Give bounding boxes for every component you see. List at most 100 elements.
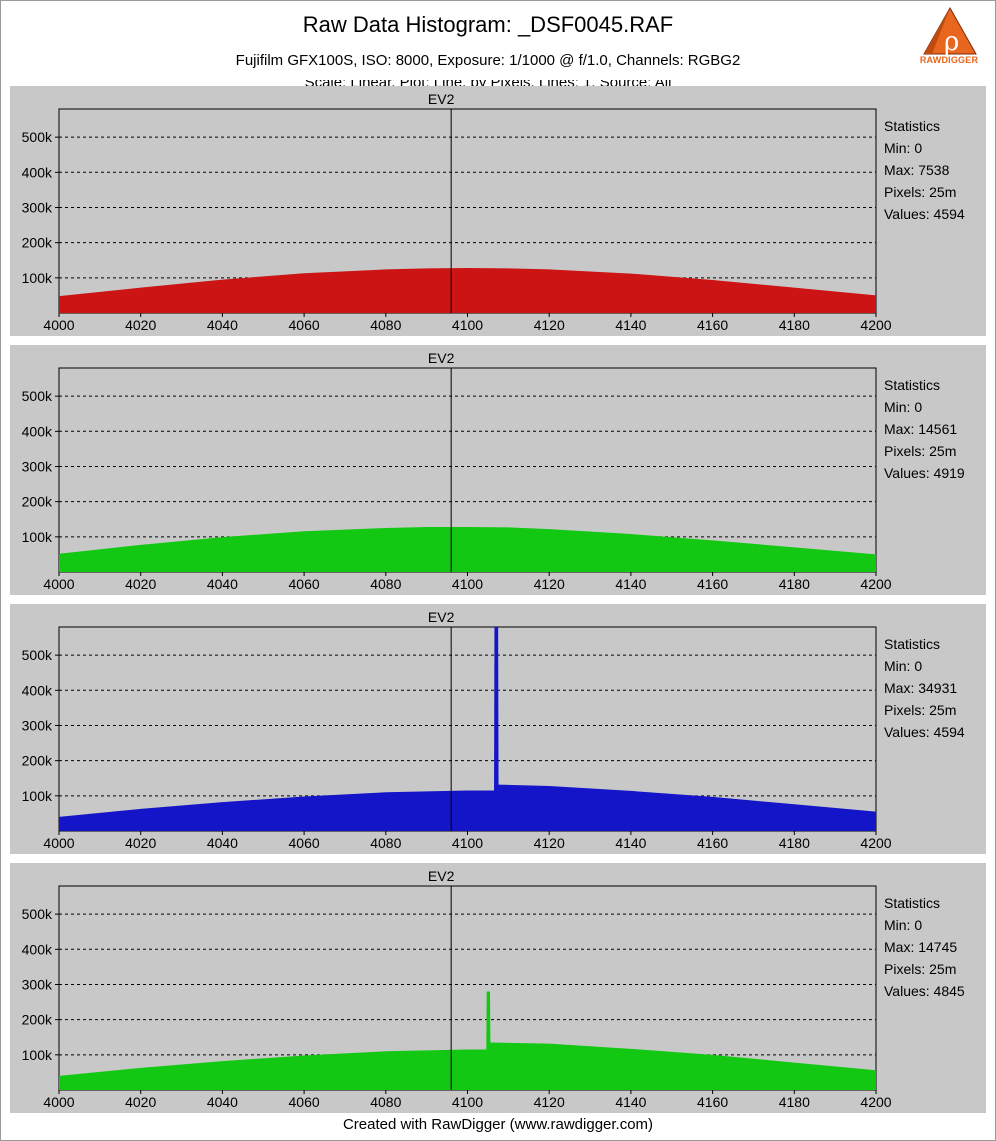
stats-line: Max: 14745 <box>884 939 957 955</box>
x-tick-label: 4020 <box>125 317 156 333</box>
y-tick-label: 500k <box>22 647 53 663</box>
x-tick-label: 4000 <box>43 1094 74 1110</box>
x-tick-label: 4060 <box>289 1094 320 1110</box>
stats-line: Values: 4919 <box>884 465 965 481</box>
x-tick-label: 4060 <box>289 835 320 851</box>
y-tick-label: 400k <box>22 423 53 439</box>
stats-line: Min: 0 <box>884 917 922 933</box>
logo-mark-icon: ρ <box>923 6 977 57</box>
ev-marker-label: EV2 <box>428 350 455 366</box>
x-tick-label: 4080 <box>370 1094 401 1110</box>
x-tick-label: 4100 <box>452 576 483 592</box>
stats-line: Max: 14561 <box>884 421 957 437</box>
x-tick-label: 4100 <box>452 317 483 333</box>
x-tick-label: 4000 <box>43 576 74 592</box>
x-tick-label: 4200 <box>860 576 891 592</box>
stats-heading: Statistics <box>884 377 940 393</box>
histogram-panel-b: 100k 200k 300k 400k 500k EV2 4000 4020 4040 4060 4… <box>10 604 986 854</box>
x-tick-label: 4180 <box>779 576 810 592</box>
x-tick-label: 4120 <box>534 1094 565 1110</box>
histogram-area-g2 <box>59 991 876 1090</box>
x-tick-label: 4160 <box>697 317 728 333</box>
x-tick-label: 4060 <box>289 317 320 333</box>
x-tick-label: 4040 <box>207 835 238 851</box>
x-tick-label: 4080 <box>370 317 401 333</box>
histogram-area-b <box>59 627 876 831</box>
stats-line: Min: 0 <box>884 399 922 415</box>
y-tick-label: 300k <box>22 976 53 992</box>
scale-info-clipped: Scale: Linear, Plot: Line, by Pixels, Li… <box>0 80 976 89</box>
x-tick-label: 4020 <box>125 1094 156 1110</box>
footer-credit: Created with RawDigger (www.rawdigger.co… <box>342 1116 654 1133</box>
y-tick-label: 300k <box>22 717 53 733</box>
ev-marker-label: EV2 <box>428 609 455 625</box>
x-tick-label: 4140 <box>615 576 646 592</box>
stats-heading: Statistics <box>884 118 940 134</box>
stats-line: Values: 4594 <box>884 724 965 740</box>
y-tick-label: 100k <box>22 529 53 545</box>
histogram-area-r <box>59 267 876 313</box>
x-tick-label: 4160 <box>697 576 728 592</box>
histogram-panel-g2: 100k 200k 300k 400k 500k EV2 4000 4020 4040 4060 4… <box>10 863 986 1113</box>
x-tick-label: 4040 <box>207 576 238 592</box>
histogram-panel-r: 100k 200k 300k 400k 500k EV2 4000 4020 4040 4060 4… <box>10 86 986 336</box>
x-tick-label: 4020 <box>125 835 156 851</box>
y-tick-label: 400k <box>22 941 53 957</box>
x-tick-label: 4200 <box>860 317 891 333</box>
x-tick-label: 4160 <box>697 835 728 851</box>
stats-line: Max: 7538 <box>884 162 950 178</box>
x-tick-label: 4000 <box>43 317 74 333</box>
x-tick-label: 4000 <box>43 835 74 851</box>
x-tick-label: 4200 <box>860 1094 891 1110</box>
stats-line: Min: 0 <box>884 658 922 674</box>
stats-line: Pixels: 25m <box>884 443 956 459</box>
stats-line: Pixels: 25m <box>884 184 956 200</box>
stats-line: Pixels: 25m <box>884 961 956 977</box>
x-tick-label: 4100 <box>452 835 483 851</box>
x-tick-label: 4180 <box>779 317 810 333</box>
y-tick-label: 400k <box>22 682 53 698</box>
x-tick-label: 4200 <box>860 835 891 851</box>
y-tick-label: 500k <box>22 388 53 404</box>
x-tick-label: 4140 <box>615 1094 646 1110</box>
stats-heading: Statistics <box>884 895 940 911</box>
camera-info: Fujifilm GFX100S, ISO: 8000, Exposure: 1… <box>235 52 741 69</box>
stats-line: Pixels: 25m <box>884 702 956 718</box>
x-tick-label: 4180 <box>779 835 810 851</box>
rawdigger-logo: ρ RAWDIGGER <box>914 6 984 72</box>
y-tick-label: 300k <box>22 199 53 215</box>
x-tick-label: 4120 <box>534 576 565 592</box>
y-tick-label: 300k <box>22 458 53 474</box>
x-tick-label: 4020 <box>125 576 156 592</box>
x-tick-label: 4120 <box>534 317 565 333</box>
stats-line: Values: 4594 <box>884 206 965 222</box>
x-tick-label: 4140 <box>615 835 646 851</box>
y-tick-label: 400k <box>22 164 53 180</box>
logo-text: RAWDIGGER <box>919 55 979 65</box>
histogram-panel-g: 100k 200k 300k 400k 500k EV2 4000 4020 4040 4060 4… <box>10 345 986 595</box>
ev-marker-label: EV2 <box>428 868 455 884</box>
stats-line: Max: 34931 <box>884 680 957 696</box>
y-tick-label: 100k <box>22 788 53 804</box>
stats-heading: Statistics <box>884 636 940 652</box>
y-tick-label: 500k <box>22 906 53 922</box>
x-tick-label: 4180 <box>779 1094 810 1110</box>
x-tick-label: 4080 <box>370 835 401 851</box>
stats-line: Min: 0 <box>884 140 922 156</box>
histogram-area-g <box>59 526 876 572</box>
svg-text:ρ: ρ <box>944 27 959 57</box>
ev-marker-label: EV2 <box>428 91 455 107</box>
y-tick-label: 100k <box>22 1047 53 1063</box>
stats-line: Values: 4845 <box>884 983 965 999</box>
scale-info: Scale: Linear, Plot: Line, by Pixels, Li… <box>304 80 672 89</box>
x-tick-label: 4060 <box>289 576 320 592</box>
x-tick-label: 4080 <box>370 576 401 592</box>
y-tick-label: 200k <box>22 494 53 510</box>
y-tick-label: 200k <box>22 1012 53 1028</box>
x-tick-label: 4140 <box>615 317 646 333</box>
y-tick-label: 200k <box>22 753 53 769</box>
y-tick-label: 100k <box>22 270 53 286</box>
x-tick-label: 4160 <box>697 1094 728 1110</box>
x-tick-label: 4040 <box>207 1094 238 1110</box>
